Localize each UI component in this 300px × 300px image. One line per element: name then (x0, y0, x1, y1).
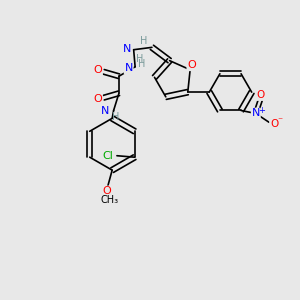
Text: O: O (103, 186, 111, 196)
Text: Cl: Cl (102, 151, 113, 161)
Text: O: O (270, 119, 278, 129)
Text: CH₃: CH₃ (101, 195, 119, 205)
Text: ⁻: ⁻ (278, 117, 283, 127)
Text: O: O (93, 65, 102, 75)
Text: N: N (123, 44, 131, 54)
Text: O: O (93, 94, 102, 104)
Text: O: O (256, 90, 264, 100)
Text: N: N (124, 63, 133, 73)
Text: H: H (136, 54, 144, 64)
Text: +: + (258, 106, 265, 115)
Text: O: O (187, 60, 196, 70)
Text: N: N (101, 106, 110, 116)
Text: H: H (140, 36, 147, 46)
Text: N: N (252, 108, 260, 118)
Text: H: H (138, 59, 145, 69)
Text: H: H (112, 112, 120, 122)
